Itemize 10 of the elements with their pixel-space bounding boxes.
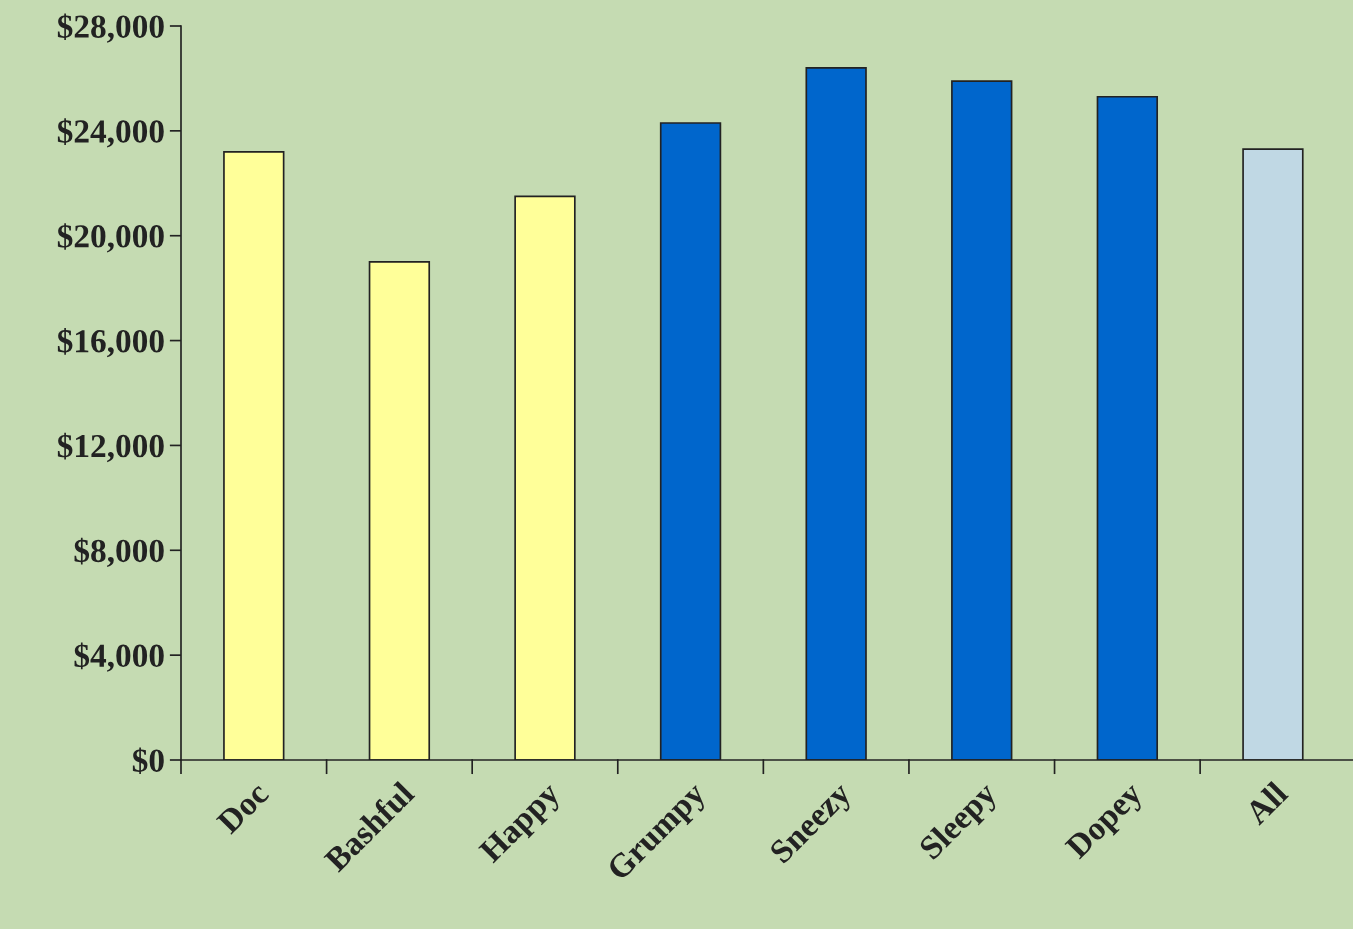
y-tick-label: $20,000 — [57, 223, 164, 253]
y-tick-label: $4,000 — [74, 642, 164, 672]
x-tick-label: All — [1243, 779, 1289, 826]
y-tick-label: $24,000 — [57, 118, 164, 148]
y-tick-label: $8,000 — [74, 537, 164, 568]
y-tick-label: $12,000 — [57, 432, 164, 463]
y-tick-label: $16,000 — [57, 328, 164, 358]
y-tick-label: $28,000 — [57, 13, 164, 43]
y-tick-label: $0 — [132, 747, 164, 775]
x-tick-label: Doc — [215, 780, 270, 835]
